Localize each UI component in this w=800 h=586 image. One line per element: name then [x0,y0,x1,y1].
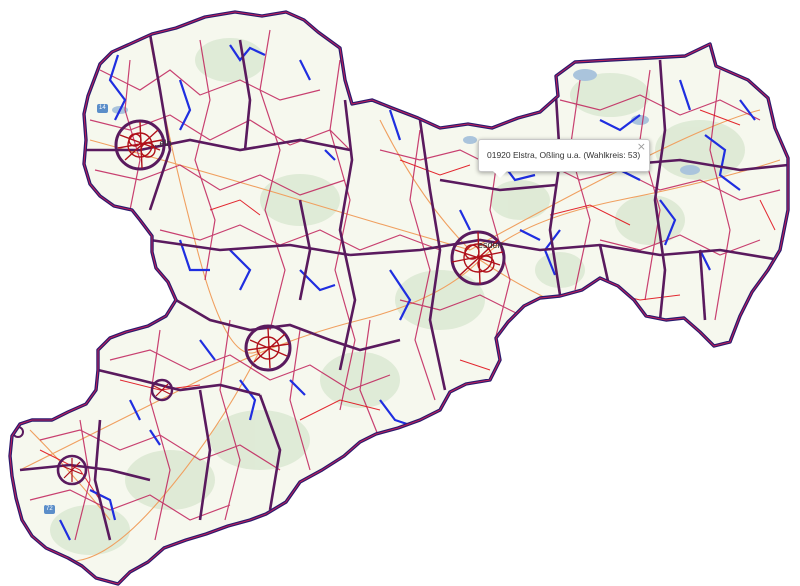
road-shield-a72: 72 [44,505,55,514]
municipality-borders [29,29,781,541]
map-detail-layer [12,29,788,562]
close-icon[interactable]: × [636,140,646,153]
map-popup: 01920 Elstra, Oßling u.a. (Wahlkreis: 53… [478,139,650,178]
popup-tip [493,171,507,178]
city-leipzig [114,119,166,171]
city-dresden [450,230,506,286]
popup-text: 01920 Elstra, Oßling u.a. (Wahlkreis: 53… [487,150,641,160]
city-label-dresden: esden [478,240,503,250]
city-plauen [56,454,88,486]
lake-areas [112,69,700,175]
state-border-inner [9,11,789,585]
city-zwickau [150,378,174,402]
blue-boundaries [59,44,771,541]
city-label-leipzig: ...eln [152,138,172,148]
city-chemnitz [244,324,292,372]
district-borders [19,33,788,541]
road-shield-a14: 14 [97,104,108,113]
